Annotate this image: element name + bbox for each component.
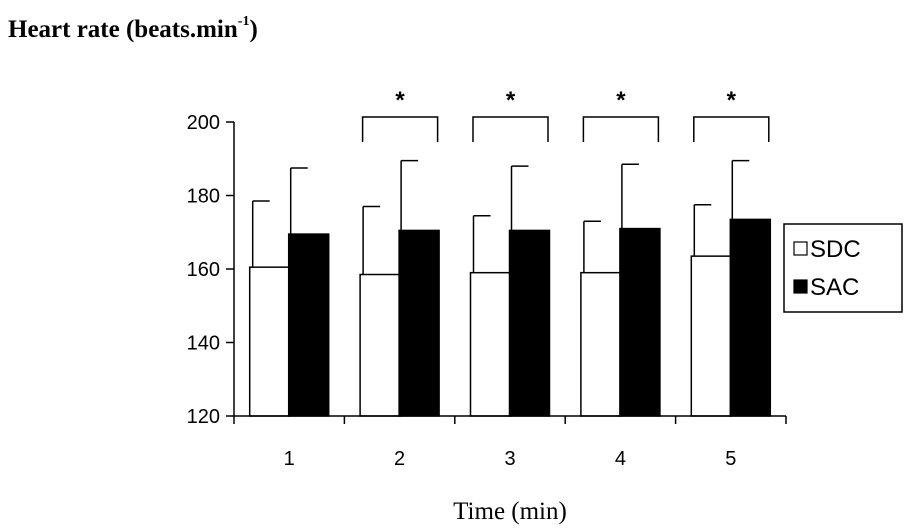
bar-sac-4: [619, 227, 661, 417]
legend-label-sdc: SDC: [810, 236, 861, 263]
legend-box: [783, 223, 903, 313]
significance-star-3: *: [506, 87, 516, 114]
significance-star-2: *: [395, 87, 405, 114]
significance-bracket-2: [361, 116, 439, 142]
significance-star-5: *: [727, 87, 737, 114]
significance-bracket-3: [472, 116, 549, 142]
chart-title: Heart rate (beats.min-1): [8, 13, 258, 44]
bar-sdc-3: [469, 271, 512, 417]
bar-sdc-5: [690, 255, 733, 417]
bars-layer: [248, 159, 772, 417]
x-tick-label-2: 2: [394, 448, 405, 470]
bar-sdc-1: [248, 266, 291, 417]
chart-title-superscript: -1: [237, 13, 250, 29]
chart-title-suffix: ): [249, 16, 258, 43]
bar-sac-5: [729, 218, 772, 417]
bar-sac-2: [398, 229, 440, 417]
axes-layer: 120 140 160 180 200 1 2 3 4 5 Time (min): [187, 112, 787, 525]
legend-label-sac: SAC: [810, 274, 859, 301]
x-tick-label-4: 4: [615, 448, 626, 470]
legend-swatch-sdc: [793, 241, 808, 256]
legend: SDC SAC: [783, 223, 903, 313]
legend-swatch-sac: [793, 279, 808, 294]
y-tick-label-120: 120: [187, 406, 220, 428]
significance-bracket-4: [582, 116, 660, 142]
bar-sac-1: [287, 233, 330, 417]
bar-sdc-4: [580, 271, 622, 417]
x-tick-label-3: 3: [504, 448, 515, 470]
y-tick-label-200: 200: [187, 112, 220, 134]
y-tick-label-160: 160: [187, 259, 220, 281]
significance-layer: * * * *: [361, 87, 770, 142]
chart-title-text: Heart rate (beats.min: [8, 16, 238, 43]
x-tick-label-1: 1: [284, 448, 295, 470]
significance-star-4: *: [616, 87, 626, 114]
significance-bracket-5: [693, 116, 770, 142]
x-tick-label-5: 5: [725, 448, 736, 470]
bar-sdc-2: [359, 273, 401, 417]
y-tick-label-180: 180: [187, 186, 220, 208]
x-axis-label: Time (min): [453, 498, 567, 525]
y-tick-label-140: 140: [187, 333, 220, 355]
bar-sac-3: [508, 229, 551, 417]
